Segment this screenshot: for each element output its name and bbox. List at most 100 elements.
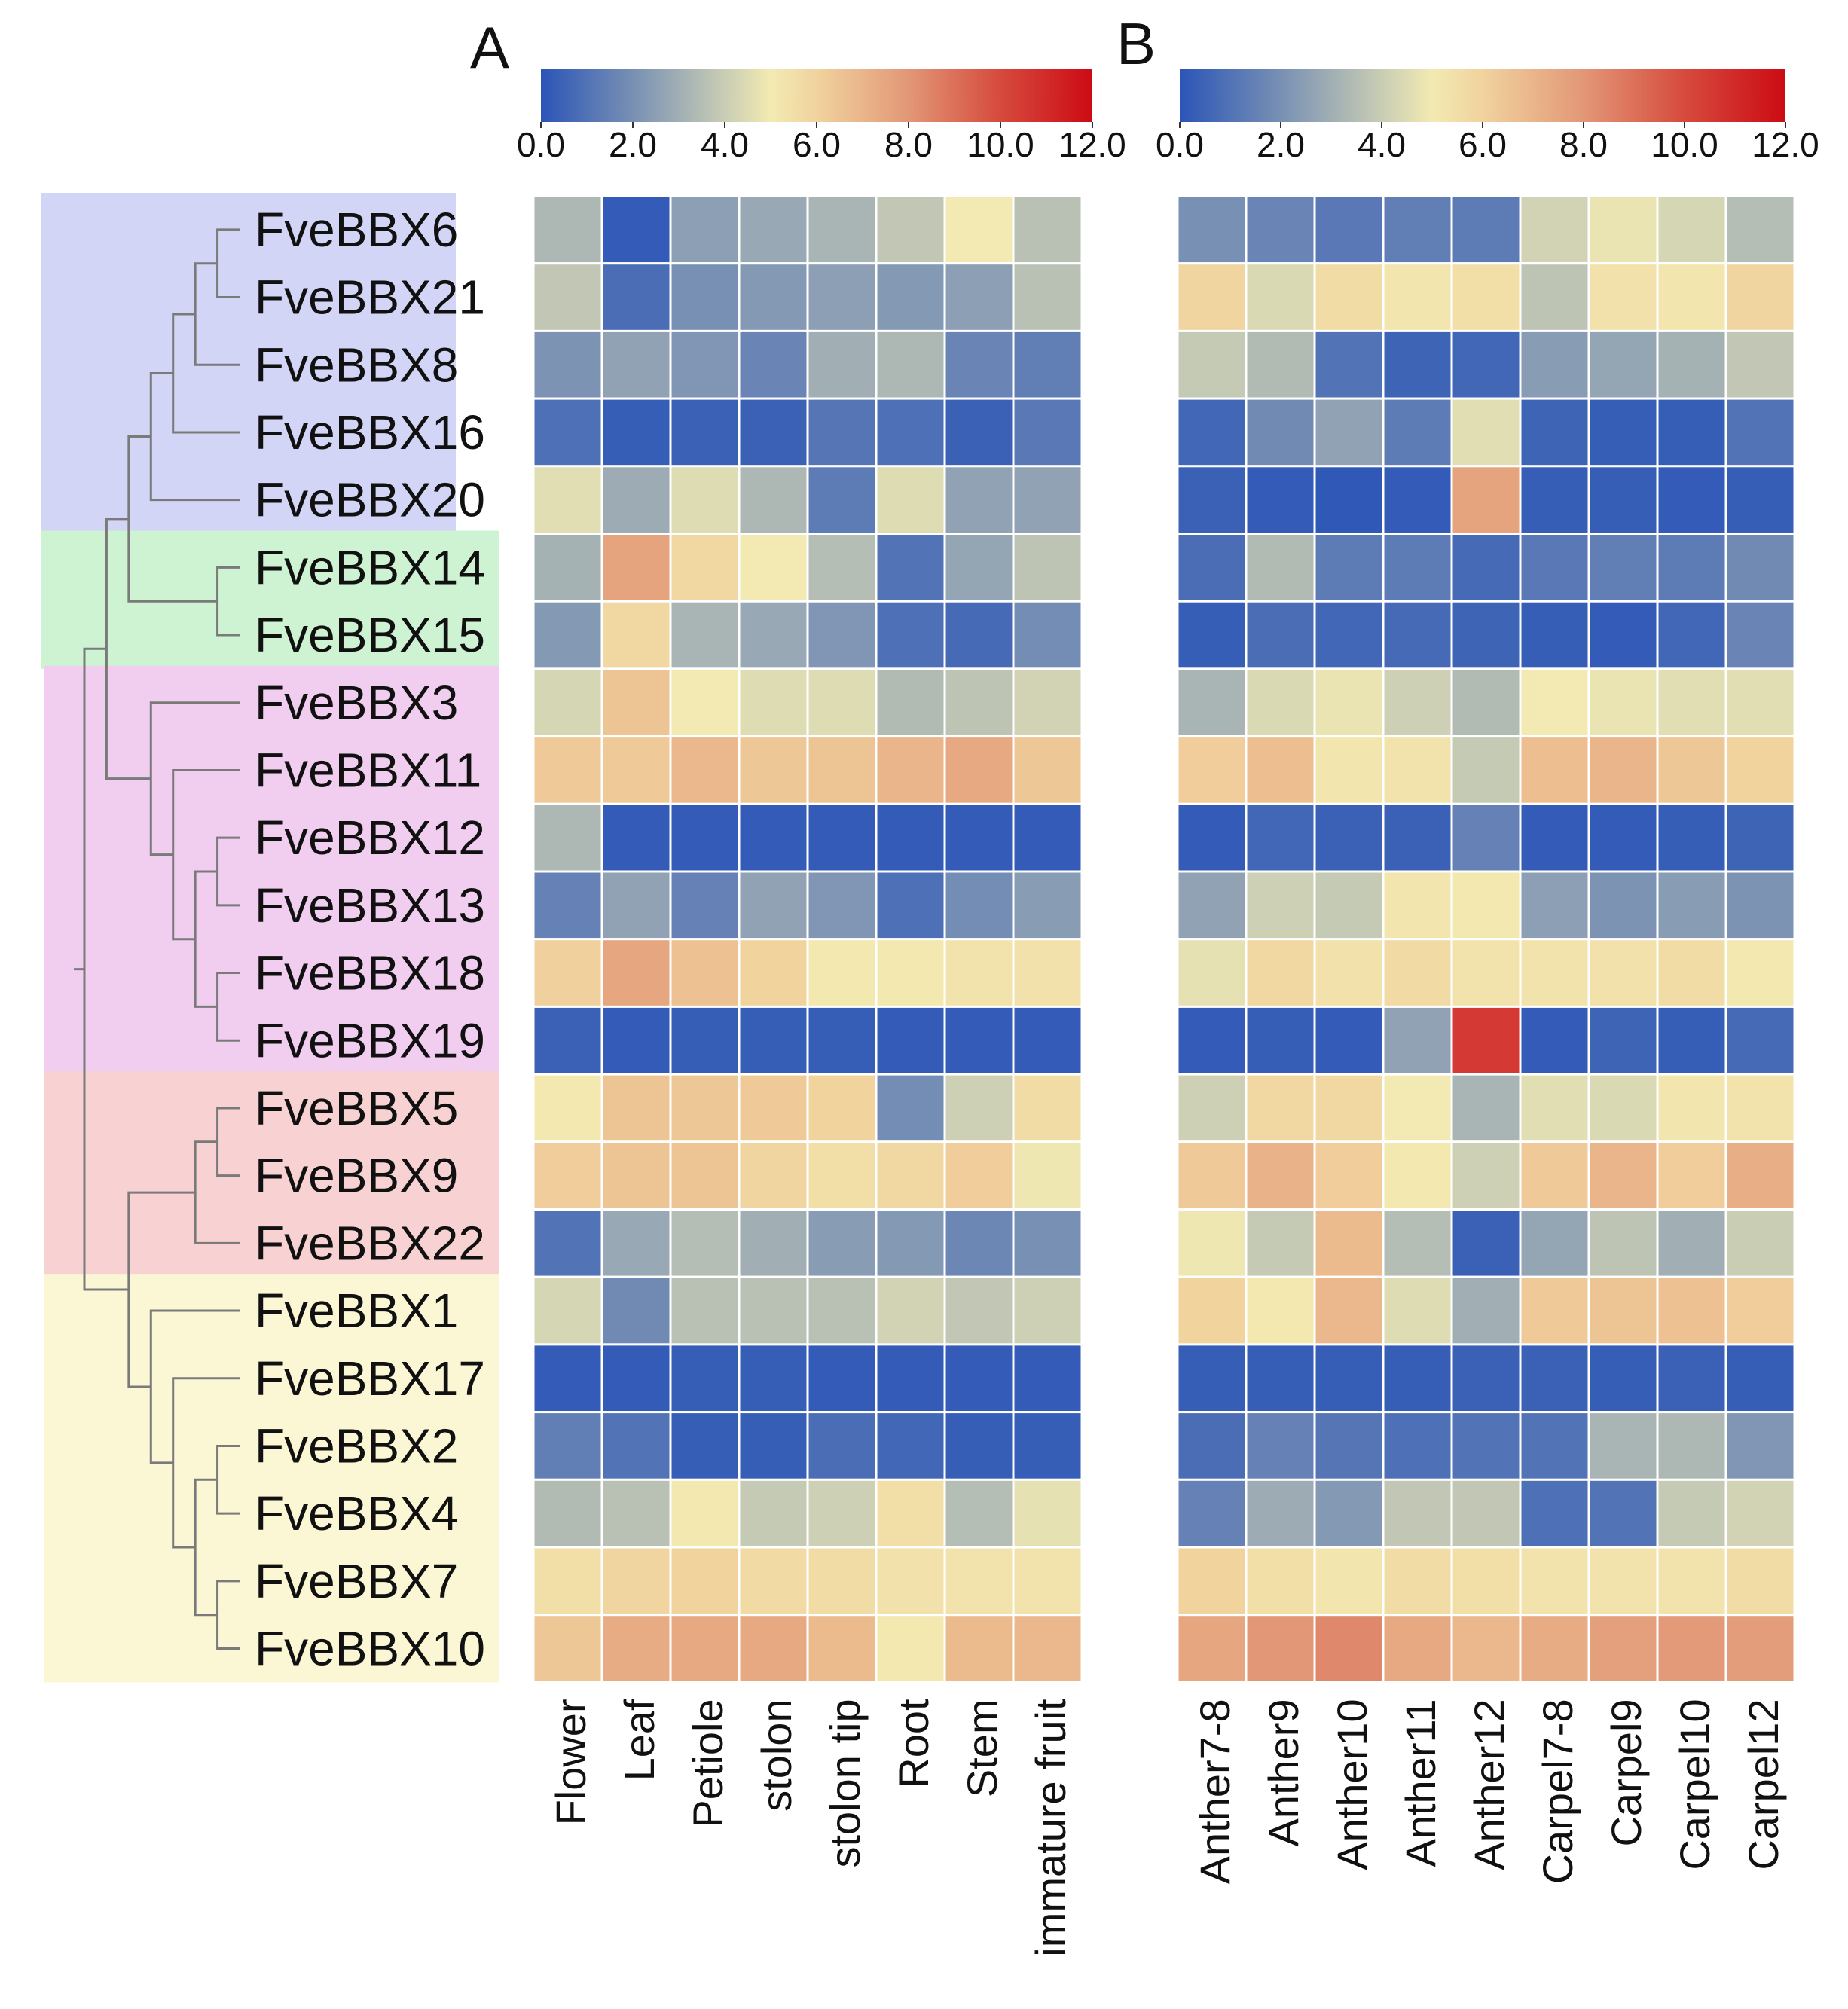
heatmap-cell-FveBBX14-immature fruit [1012, 533, 1083, 603]
column-label-Anther9: Anther9 [1260, 1699, 1307, 1846]
heatmap-cell-FveBBX18-Carpel12 [1724, 938, 1796, 1008]
heatmap-cell-FveBBX10-stolon tip [806, 1614, 878, 1684]
column-label-Carpel10: Carpel10 [1671, 1699, 1718, 1870]
heatmap-cell-FveBBX18-Anther11 [1382, 938, 1453, 1008]
heatmap-cell-FveBBX18-Root [875, 938, 946, 1008]
heatmap-cell-FveBBX19-Carpel10 [1656, 1005, 1727, 1076]
gene-label-FveBBX8: FveBBX8 [255, 337, 458, 392]
heatmap-cell-FveBBX16-Stem [943, 397, 1015, 468]
heatmap-cell-FveBBX17-Anther11 [1382, 1343, 1453, 1414]
heatmap-cell-FveBBX21-stolon tip [806, 262, 878, 332]
heatmap-cell-FveBBX19-Carpel12 [1724, 1005, 1796, 1076]
heatmap-cell-FveBBX19-Anther7-8 [1176, 1005, 1248, 1076]
heatmap-cell-FveBBX18-Carpel7-8 [1519, 938, 1590, 1008]
heatmap-cell-FveBBX7-Carpel12 [1724, 1546, 1796, 1617]
heatmap-cell-FveBBX11-Petiole [669, 735, 741, 805]
heatmap-cell-FveBBX17-Anther9 [1245, 1343, 1316, 1414]
heatmap-cell-FveBBX6-Carpel12 [1724, 194, 1796, 265]
heatmap-cell-FveBBX12-Carpel12 [1724, 802, 1796, 873]
heatmap-cell-FveBBX4-Root [875, 1478, 946, 1549]
gene-label-FveBBX13: FveBBX13 [255, 878, 485, 933]
heatmap-cell-FveBBX14-Anther10 [1313, 533, 1385, 603]
heatmap-cell-FveBBX14-Leaf [600, 533, 672, 603]
heatmap-cell-FveBBX9-Stem [943, 1140, 1015, 1211]
heatmap-cell-FveBBX20-Carpel10 [1656, 465, 1727, 535]
heatmap-cell-FveBBX21-Leaf [600, 262, 672, 332]
heatmap-cell-FveBBX10-Flower [532, 1614, 603, 1684]
heatmap-cell-FveBBX13-Anther10 [1313, 870, 1385, 941]
gene-label-FveBBX10: FveBBX10 [255, 1622, 485, 1676]
heatmap-cell-FveBBX17-Carpel7-8 [1519, 1343, 1590, 1414]
heatmap-cell-FveBBX13-Flower [532, 870, 603, 941]
heatmap-cell-FveBBX9-Flower [532, 1140, 603, 1211]
heatmap-cell-FveBBX1-Flower [532, 1275, 603, 1346]
heatmap-cell-FveBBX13-Anther11 [1382, 870, 1453, 941]
heatmap-cell-FveBBX19-Carpel7-8 [1519, 1005, 1590, 1076]
heatmap-cell-FveBBX1-Leaf [600, 1275, 672, 1346]
heatmap-cell-FveBBX15-Stem [943, 600, 1015, 670]
heatmap-cell-FveBBX7-Anther10 [1313, 1546, 1385, 1617]
heatmap-cell-FveBBX4-Carpel7-8 [1519, 1478, 1590, 1549]
heatmap-cell-FveBBX6-Anther11 [1382, 194, 1453, 265]
heatmap-cell-FveBBX8-Stem [943, 329, 1015, 400]
color-scale-tick-label: 8.0 [1559, 125, 1608, 164]
heatmap-cell-FveBBX13-Anther12 [1450, 870, 1522, 941]
heatmap-cell-FveBBX21-Carpel10 [1656, 262, 1727, 332]
heatmap-cell-FveBBX11-Leaf [600, 735, 672, 805]
heatmap-cell-FveBBX21-Anther7-8 [1176, 262, 1248, 332]
heatmap-cell-FveBBX1-Carpel7-8 [1519, 1275, 1590, 1346]
heatmap-cell-FveBBX16-Anther12 [1450, 397, 1522, 468]
gene-label-FveBBX3: FveBBX3 [255, 676, 458, 730]
heatmap-cell-FveBBX4-stolon [738, 1478, 809, 1549]
heatmap-cell-FveBBX16-Anther11 [1382, 397, 1453, 468]
heatmap-cell-FveBBX3-Root [875, 667, 946, 738]
heatmap-cell-FveBBX3-Petiole [669, 667, 741, 738]
gene-label-FveBBX18: FveBBX18 [255, 946, 485, 1000]
heatmap-cell-FveBBX15-stolon [738, 600, 809, 670]
heatmap-cell-FveBBX3-Stem [943, 667, 1015, 738]
heatmap-cell-FveBBX10-immature fruit [1012, 1614, 1083, 1684]
heatmap-cell-FveBBX2-Carpel9 [1587, 1411, 1659, 1481]
heatmap-cell-FveBBX16-Carpel7-8 [1519, 397, 1590, 468]
heatmap-cell-FveBBX4-Petiole [669, 1478, 741, 1549]
heatmap-cell-FveBBX16-stolon [738, 397, 809, 468]
heatmap-cell-FveBBX18-Petiole [669, 938, 741, 1008]
heatmap-cell-FveBBX18-immature fruit [1012, 938, 1083, 1008]
color-scale-tick-label: 12.0 [1752, 125, 1819, 164]
dendrogram-branch [194, 262, 240, 366]
heatmap-cell-FveBBX8-Anther11 [1382, 329, 1453, 400]
heatmap-cell-FveBBX9-Anther7-8 [1176, 1140, 1248, 1211]
dendrogram-branch [149, 371, 240, 502]
heatmap-cell-FveBBX6-immature fruit [1012, 194, 1083, 265]
heatmap-cell-FveBBX2-Anther9 [1245, 1411, 1316, 1481]
heatmap-cell-FveBBX18-Anther10 [1313, 938, 1385, 1008]
heatmap-cell-FveBBX20-stolon [738, 465, 809, 535]
gene-label-FveBBX14: FveBBX14 [255, 540, 485, 594]
heatmap-cell-FveBBX2-Leaf [600, 1411, 672, 1481]
heatmap-cell-FveBBX22-Carpel12 [1724, 1208, 1796, 1278]
heatmap-cell-FveBBX1-Anther11 [1382, 1275, 1453, 1346]
heatmap-cell-FveBBX8-Carpel7-8 [1519, 329, 1590, 400]
heatmap-panel-A: Flower Leaf Petiole stolon stolon tip Root Ste… [470, 14, 1083, 1957]
heatmap-cell-FveBBX9-Petiole [669, 1140, 741, 1211]
heatmap-cell-FveBBX3-stolon tip [806, 667, 878, 738]
heatmap-cell-FveBBX11-Anther10 [1313, 735, 1385, 805]
heatmap-cell-FveBBX14-Anther12 [1450, 533, 1522, 603]
heatmap-cell-FveBBX18-Anther7-8 [1176, 938, 1248, 1008]
heatmap-cell-FveBBX18-Leaf [600, 938, 672, 1008]
color-scale-B: 0.0 2.0 4.0 6.0 8.0 10.0 12.0 [1156, 69, 1819, 164]
heatmap-cell-FveBBX16-Carpel10 [1656, 397, 1727, 468]
heatmap-cell-FveBBX6-Root [875, 194, 946, 265]
heatmap-cell-FveBBX2-stolon tip [806, 1411, 878, 1481]
color-scale-tick-label: 4.0 [1358, 125, 1406, 164]
heatmap-cell-FveBBX16-Petiole [669, 397, 741, 468]
heatmap-cell-FveBBX13-immature fruit [1012, 870, 1083, 941]
gene-labels: FveBBX6 FveBBX21 FveBBX8 FveBBX16 FveBBX20 Fv… [255, 203, 485, 1676]
heatmap-cell-FveBBX22-Anther9 [1245, 1208, 1316, 1278]
heatmap-cell-FveBBX6-Petiole [669, 194, 741, 265]
heatmap-cell-FveBBX17-Stem [943, 1343, 1015, 1414]
heatmap-cell-FveBBX21-Petiole [669, 262, 741, 332]
heatmap-cell-FveBBX6-Carpel7-8 [1519, 194, 1590, 265]
heatmap-cell-FveBBX19-Carpel9 [1587, 1005, 1659, 1076]
heatmap-cell-FveBBX21-Anther9 [1245, 262, 1316, 332]
